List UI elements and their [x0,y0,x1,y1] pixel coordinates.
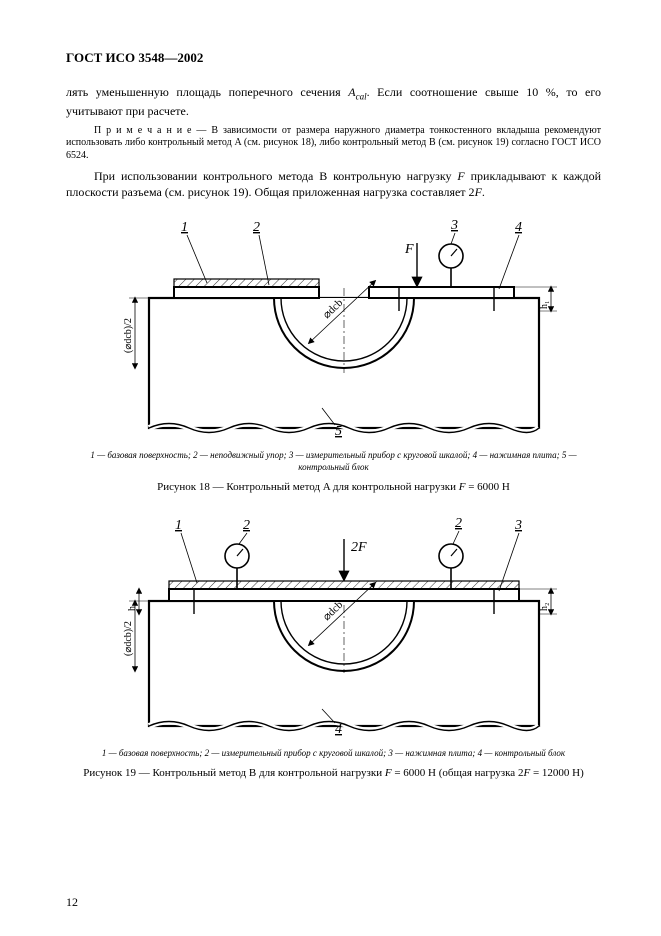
fig19-h2: h₂ [539,602,550,611]
fig18-cap-a: Рисунок 18 — Контрольный метод A для кон… [157,481,459,493]
fig19-l3: 3 [514,518,522,533]
fig19-cap-b: = 6000 H (общая нагрузка 2 [392,767,524,779]
fig19-yaxis: (⌀dcb)/2 [123,621,134,656]
figure-19-wrap: 2F 1 2 2 3 4 ⌀dcb (⌀dcb)/2 h₁ [66,511,601,741]
fig19-cap-sym: F [385,767,392,779]
doc-header: ГОСТ ИСО 3548—2002 [66,50,601,66]
fig19-l1: 1 [175,518,182,533]
fig18-h1: h₁ [539,300,550,309]
fig18-l2: 2 [253,220,260,235]
p1-sub: cal [356,91,367,101]
paragraph-2: При использовании контрольного метода B … [66,168,601,200]
fig18-l3: 3 [450,218,458,233]
fig19-l2: 2 [243,518,250,533]
fig18-l4: 4 [515,220,522,235]
figure-18-legend: 1 — базовая поверхность; 2 — неподвижный… [66,449,601,473]
p2-a: При использовании контрольного метода B … [94,169,457,183]
figure-19-caption: Рисунок 19 — Контрольный метод B для кон… [66,767,601,779]
p1-text-a: лять уменьшенную площадь поперечного сеч… [66,85,348,99]
figure-18-wrap: F 1 2 3 4 5 ⌀dcb (⌀dcb)/2 h₁ [66,213,601,443]
fig19-l2b: 2 [455,516,462,531]
fig18-l5: 5 [335,424,342,439]
paragraph-1: лять уменьшенную площадь поперечного сеч… [66,84,601,119]
p1-symbol: A [348,85,355,99]
fig19-cap-a: Рисунок 19 — Контрольный метод B для кон… [83,767,385,779]
fig19-l4: 4 [335,722,342,737]
p2-sym2: F [475,185,482,199]
fig19-F: 2F [351,540,367,555]
fig19-cap-c: = 12000 H) [530,767,584,779]
fig18-cap-b: = 6000 H [465,481,509,493]
figure-18-caption: Рисунок 18 — Контрольный метод A для кон… [66,481,601,493]
fig19-h1: h₁ [127,602,138,611]
note-1: П р и м е ч а н и е — В зависимости от р… [66,125,601,163]
fig18-F: F [404,242,414,257]
fig18-l1: 1 [181,220,188,235]
fig18-yaxis: (⌀dcb)/2 [123,318,134,353]
p2-c: . [482,185,485,199]
figure-19-svg: 2F 1 2 2 3 4 ⌀dcb (⌀dcb)/2 h₁ [99,511,569,741]
figure-19-legend: 1 — базовая поверхность; 2 — измерительн… [66,747,601,759]
p2-sym: F [457,169,464,183]
figure-18-svg: F 1 2 3 4 5 ⌀dcb (⌀dcb)/2 h₁ [99,213,569,443]
page-number: 12 [66,895,78,910]
